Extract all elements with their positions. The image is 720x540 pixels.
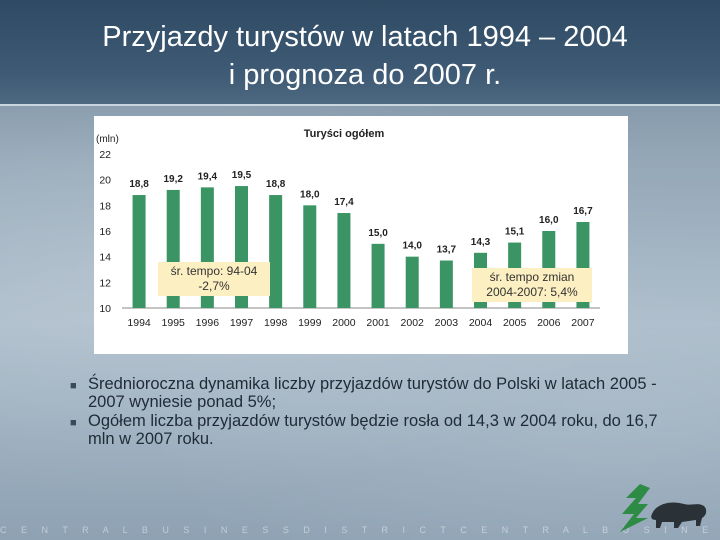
bar [269, 195, 283, 308]
data-label: 19,5 [232, 170, 252, 181]
data-label: 18,8 [129, 179, 149, 190]
x-tick-label: 2004 [469, 317, 493, 329]
bullet-icon: ■ [70, 417, 77, 429]
y-tick-label: 18 [99, 200, 111, 212]
data-label: 19,4 [198, 171, 218, 182]
x-tick-label: 2002 [401, 317, 425, 329]
x-tick-label: 1996 [196, 317, 220, 329]
bar [371, 243, 385, 308]
data-label: 18,0 [300, 189, 320, 200]
x-tick-label: 1998 [264, 317, 288, 329]
footer-watermark: C E N T R A L B U S I N E S S D I S T R … [0, 525, 720, 535]
data-label: 16,0 [539, 215, 559, 226]
data-label: 14,0 [402, 241, 422, 252]
title-line-1: Przyjazdy turystów w latach 1994 – 2004 [102, 21, 628, 53]
bar [303, 205, 317, 308]
chart-title: Turyści ogółem [304, 128, 385, 140]
x-tick-label: 2000 [332, 317, 356, 329]
annotation-line: 2004-2007: 5,4% [486, 285, 578, 299]
bar [132, 195, 146, 308]
y-tick-label: 20 [99, 175, 111, 187]
bar [405, 256, 419, 308]
bar [337, 213, 351, 308]
y-axis-unit-label: (mln) [96, 134, 119, 145]
bullet-list: ■ Średnioroczna dynamika liczby przyjazd… [70, 375, 670, 450]
data-label: 15,1 [505, 227, 525, 238]
data-label: 19,2 [163, 174, 183, 185]
bullet-icon: ■ [70, 380, 77, 392]
annotation-line: śr. tempo zmian [489, 270, 575, 284]
y-tick-label: 16 [99, 226, 111, 238]
slide-title: Przyjazdy turystów w latach 1994 – 2004 … [0, 18, 720, 94]
annotation-avg-1994-2004: śr. tempo: 94-04 -2,7% [158, 262, 270, 296]
chart-panel: Turyści ogółem (mln) 10 12 14 16 18 20 22 18,8 199… [94, 116, 628, 354]
annotation-avg-2004-2007: śr. tempo zmian 2004-2007: 5,4% [472, 268, 592, 302]
x-tick-label: 2003 [435, 317, 459, 329]
data-label: 18,8 [266, 179, 286, 190]
y-tick-label: 22 [99, 149, 111, 161]
annotation-line: śr. tempo: 94-04 [170, 264, 258, 278]
y-tick-label: 14 [99, 252, 111, 264]
bullet-text: Średnioroczna dynamika liczby przyjazdów… [88, 375, 657, 411]
bullet-text: Ogółem liczba przyjazdów turystów będzie… [88, 412, 658, 448]
title-line-2: i prognoza do 2007 r. [228, 59, 502, 91]
bullet-item: ■ Średnioroczna dynamika liczby przyjazd… [70, 375, 670, 411]
x-tick-label: 1999 [298, 317, 322, 329]
bar-chart: Turyści ogółem (mln) 10 12 14 16 18 20 22 18,8 199… [96, 128, 600, 329]
data-label: 13,7 [437, 245, 457, 256]
data-label: 14,3 [471, 237, 491, 248]
bar [439, 260, 453, 308]
y-tick-label: 12 [99, 277, 111, 289]
data-label: 16,7 [573, 206, 593, 217]
y-tick-label: 10 [99, 303, 111, 315]
x-tick-label: 2007 [571, 317, 595, 329]
bullet-item: ■ Ogółem liczba przyjazdów turystów będz… [70, 412, 670, 448]
data-label: 15,0 [368, 228, 388, 239]
x-tick-label: 1997 [230, 317, 254, 329]
bison-logo-icon [620, 484, 707, 532]
x-tick-label: 2001 [366, 317, 390, 329]
x-tick-label: 1994 [127, 317, 151, 329]
x-tick-label: 2006 [537, 317, 561, 329]
annotation-line: -2,7% [198, 279, 230, 293]
x-tick-label: 2005 [503, 317, 527, 329]
data-label: 17,4 [334, 197, 354, 208]
x-tick-label: 1995 [162, 317, 186, 329]
title-band [0, 0, 720, 106]
